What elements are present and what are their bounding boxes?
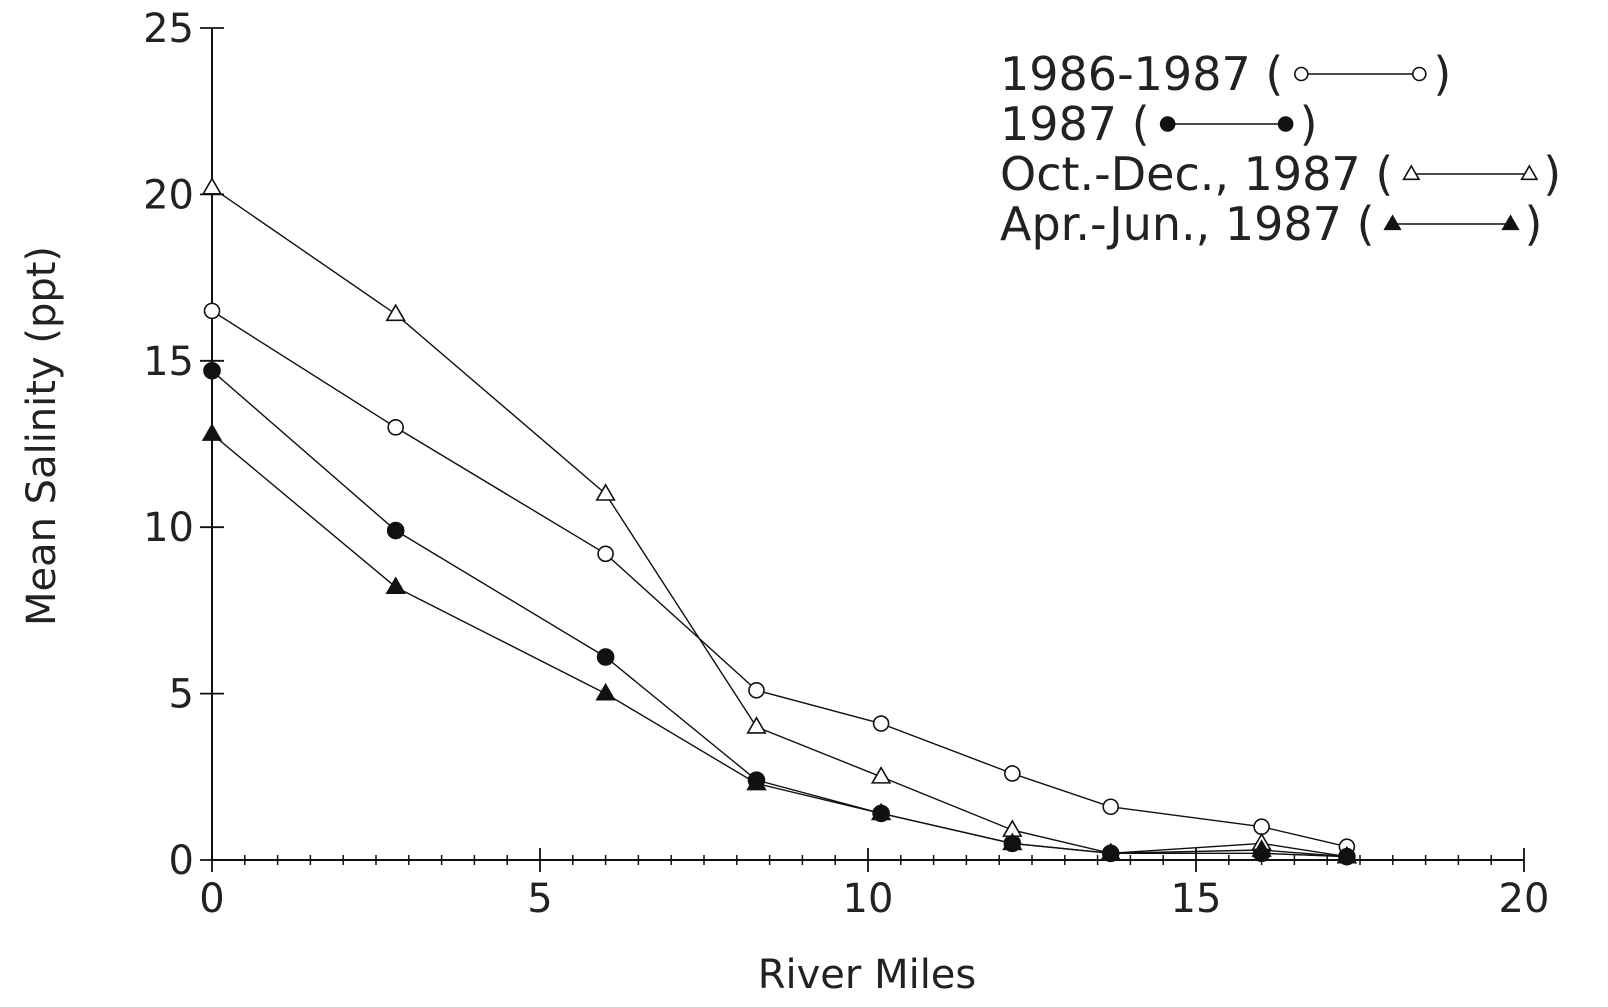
y-tick-label: 20 — [143, 172, 194, 218]
legend-close-paren: ) — [1300, 97, 1318, 151]
open-circle-marker — [387, 419, 404, 436]
open-circle-marker — [1004, 765, 1021, 782]
x-axis-label: River Miles — [758, 952, 977, 998]
y-tick-label: 5 — [169, 672, 194, 718]
filled-circle-marker — [596, 648, 615, 666]
filled-triangle-marker — [870, 802, 892, 821]
filled-triangle-marker — [201, 423, 223, 441]
legend-close-paren: ) — [1525, 197, 1543, 251]
open-circle-marker — [1102, 798, 1120, 816]
legend-entry: 1986-1987 () — [1000, 47, 1451, 101]
legend-label: 1986-1987 ( — [1000, 47, 1283, 101]
filled-triangle-marker — [1336, 845, 1358, 864]
legend-entry: 1987 () — [1000, 97, 1318, 151]
open-triangle-marker — [870, 766, 892, 784]
legend-entry: Oct.-Dec., 1987 () — [1000, 147, 1561, 201]
series-3 — [201, 177, 1358, 864]
open-circle-marker — [597, 545, 614, 563]
legend-label: Oct.-Dec., 1987 ( — [1000, 147, 1393, 201]
legend-entry: Apr.-Jun., 1987 () — [1000, 197, 1542, 251]
y-tick-label: 15 — [143, 339, 194, 385]
open-triangle-marker — [595, 483, 616, 501]
filled-triangle-marker — [595, 682, 616, 701]
open-circle-marker — [1253, 818, 1270, 836]
open-circle-marker — [748, 681, 765, 699]
x-tick-label: 5 — [527, 876, 552, 922]
y-tick-label: 0 — [169, 838, 194, 884]
y-axis-label: Mean Salinity (ppt) — [19, 246, 65, 626]
open-circle-marker — [1294, 66, 1309, 82]
open-triangle-marker — [1402, 164, 1421, 181]
series-1 — [203, 302, 1356, 855]
open-circle-marker — [203, 302, 221, 320]
open-circle-marker — [872, 715, 890, 732]
filled-circle-marker — [203, 361, 221, 380]
filled-circle-marker — [1277, 116, 1294, 132]
open-triangle-marker — [1520, 164, 1539, 181]
filled-circle-marker — [386, 521, 405, 540]
series-line — [211, 370, 1347, 858]
open-triangle-marker — [385, 303, 406, 322]
open-triangle-marker — [746, 716, 767, 734]
x-tick-label: 0 — [199, 876, 224, 922]
filled-triangle-marker — [746, 772, 767, 791]
filled-circle-marker — [1159, 116, 1176, 132]
series-line — [211, 310, 1348, 848]
legend-close-paren: ) — [1433, 47, 1451, 101]
filled-triangle-marker — [385, 576, 406, 594]
series-line — [211, 187, 1348, 858]
series-layer — [201, 177, 1358, 866]
filled-triangle-marker — [1100, 842, 1121, 861]
x-tick-label: 15 — [1171, 876, 1222, 922]
x-tick-label: 20 — [1499, 876, 1550, 922]
y-tick-label: 25 — [143, 6, 194, 52]
legend-label: 1987 ( — [1000, 97, 1150, 151]
series-line — [211, 433, 1347, 858]
open-circle-marker — [1412, 66, 1427, 82]
legend-close-paren: ) — [1543, 147, 1561, 201]
legend: 1986-1987 ()1987 ()Oct.-Dec., 1987 ()Apr… — [1000, 47, 1561, 251]
series-4 — [201, 423, 1358, 864]
open-triangle-marker — [201, 177, 223, 195]
filled-triangle-marker — [1501, 214, 1520, 231]
y-tick-label: 10 — [143, 505, 194, 551]
filled-triangle-marker — [1251, 839, 1272, 857]
legend-label: Apr.-Jun., 1987 ( — [1000, 197, 1375, 251]
filled-triangle-marker — [1383, 214, 1402, 231]
axes: 0 5 10 15 20 0 5 10 15 20 25 — [143, 6, 1549, 922]
filled-triangle-marker — [1002, 832, 1023, 851]
x-tick-label: 10 — [843, 876, 894, 922]
